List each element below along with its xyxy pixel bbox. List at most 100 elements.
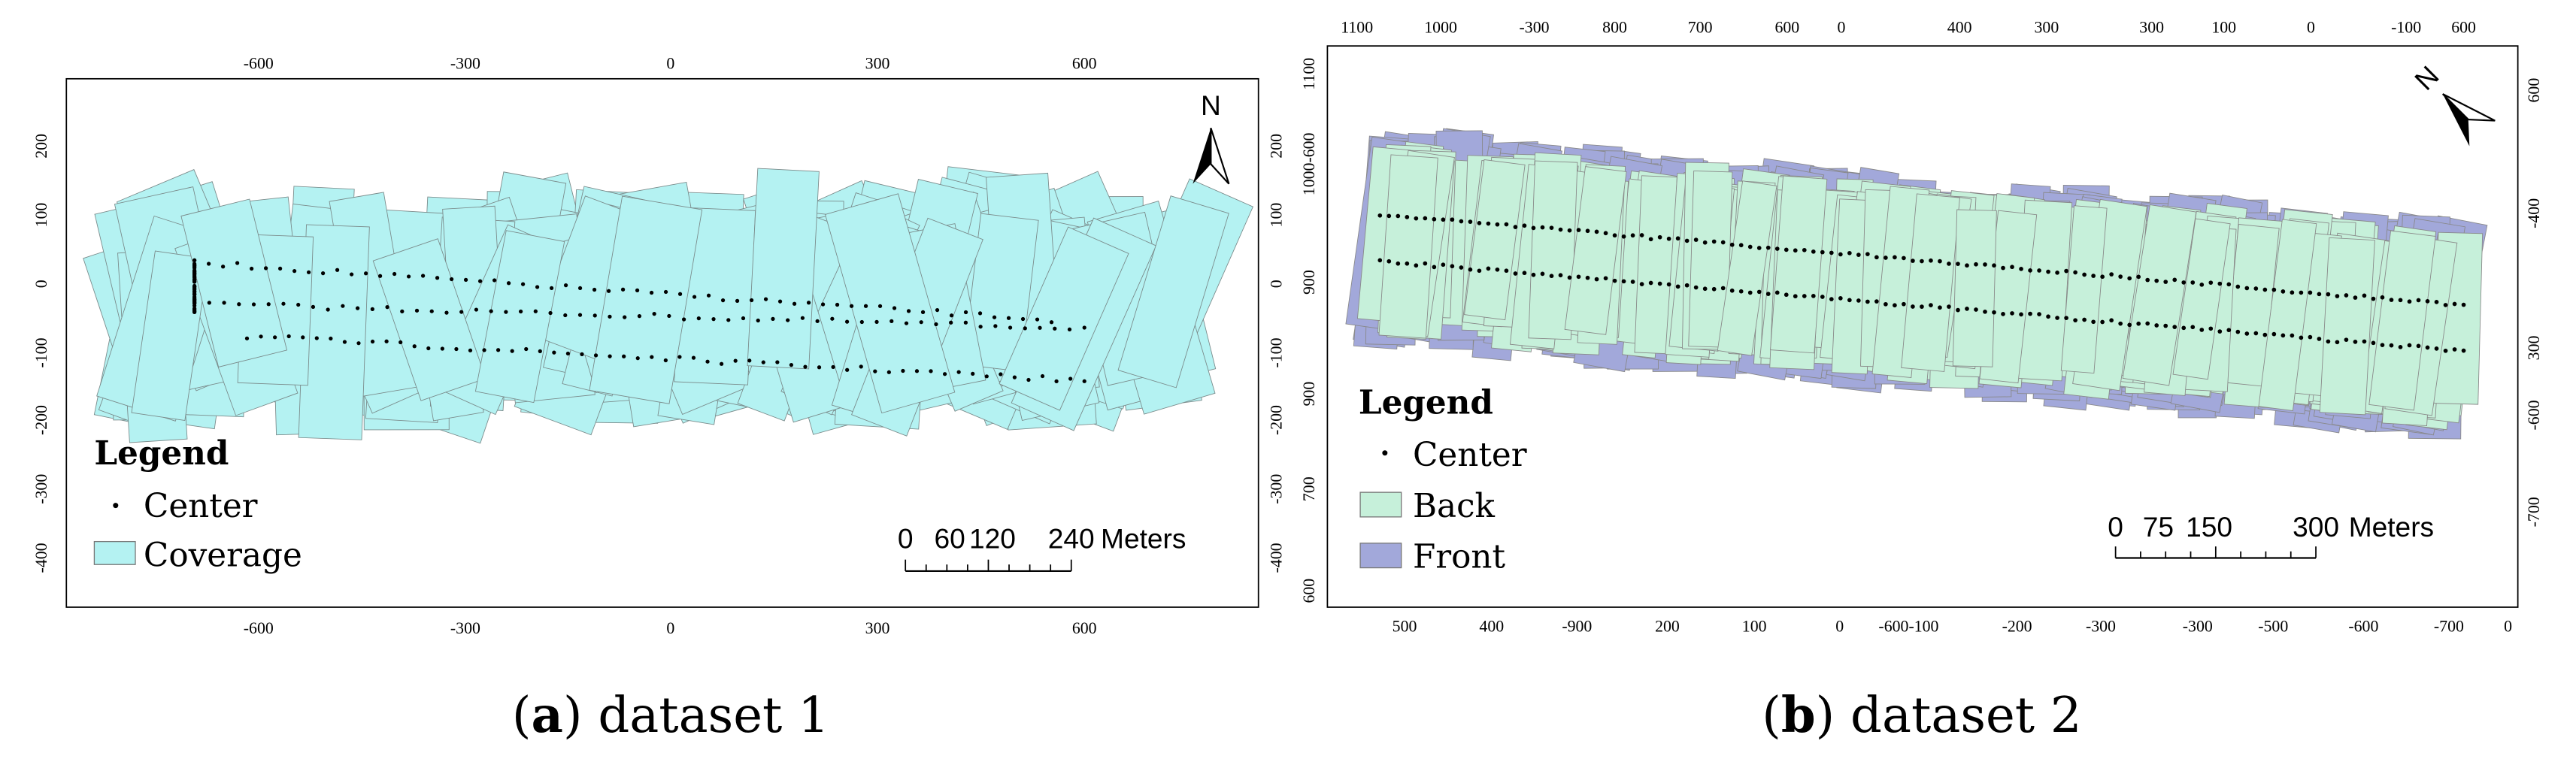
center-point: [2308, 290, 2313, 295]
center-point: [1666, 236, 1671, 241]
coverage-footprint: [962, 213, 1039, 372]
center-point: [2100, 274, 2105, 280]
center-point: [1666, 282, 1671, 287]
center-point: [1486, 266, 1491, 271]
scale-label: 150: [2186, 511, 2232, 543]
center-point: [977, 311, 983, 316]
center-point: [1495, 222, 1500, 227]
center-point: [608, 314, 612, 319]
center-point: [1956, 307, 1960, 313]
center-point: [2064, 268, 2068, 274]
caption-open: (: [1762, 687, 1781, 744]
center-point: [2262, 287, 2268, 292]
center-point: [314, 336, 319, 340]
center-point: [1023, 326, 1027, 331]
center-point: [220, 265, 226, 269]
center-point: [873, 369, 877, 373]
center-point: [1974, 262, 1978, 267]
center-point: [1441, 262, 1446, 268]
center-point: [874, 319, 879, 324]
center-point: [1621, 234, 1626, 239]
coverage-map: [1345, 128, 2488, 440]
center-point: [649, 290, 654, 295]
center-point: [830, 316, 835, 321]
coverage-footprint: [999, 226, 1129, 411]
center-point: [1414, 263, 1419, 268]
center-point: [2344, 337, 2349, 342]
center-point: [1513, 225, 1518, 229]
center-point: [993, 324, 998, 328]
center-point: [2290, 290, 2295, 295]
center-point: [1585, 275, 1590, 280]
center-point: [756, 318, 760, 323]
center-point: [786, 318, 790, 322]
center-point: [1603, 231, 1608, 236]
center-point: [1053, 326, 1057, 331]
center-point: [1802, 294, 1807, 298]
axis-tick-label: 100: [2211, 19, 2236, 37]
coverage-footprint: [1464, 159, 1526, 321]
axis-tick-label: 100: [1742, 618, 1767, 636]
center-point: [2253, 286, 2259, 291]
coverage-footprint: [372, 238, 486, 401]
center-point: [691, 355, 696, 360]
center-point: [1893, 303, 1897, 308]
center-point: [2452, 301, 2457, 307]
center-point: [533, 309, 538, 313]
coverage-footprint: [1901, 193, 1960, 372]
center-point: [1738, 289, 1744, 294]
center-point: [1874, 255, 1879, 260]
center-point: [2037, 312, 2041, 316]
center-point: [2136, 321, 2141, 326]
center-point: [2425, 345, 2430, 350]
center-point: [2389, 298, 2394, 302]
scale-label: 240: [1048, 522, 1095, 554]
center-point: [2416, 298, 2421, 303]
center-point: [2136, 274, 2141, 280]
center-point: [1838, 296, 1843, 301]
center-point: [2163, 323, 2168, 328]
scale-label: 0: [2108, 511, 2123, 543]
center-point: [792, 301, 797, 306]
center-point: [1522, 271, 1527, 276]
center-point: [1432, 265, 1437, 270]
axis-tick-label: 0: [32, 280, 50, 288]
axis-tick-label: -200: [1267, 405, 1285, 435]
center-point: [2389, 343, 2394, 348]
caption-label: b: [1781, 686, 1816, 744]
center-point: [1594, 277, 1599, 282]
center-point: [2398, 298, 2403, 303]
center-point: [2019, 312, 2023, 317]
center-point: [1468, 219, 1473, 224]
center-point: [635, 356, 640, 361]
center-point: [720, 298, 726, 303]
center-point: [474, 307, 479, 312]
center-point: [1377, 258, 1383, 263]
center-point: [1423, 216, 1428, 221]
center-point: [549, 286, 554, 290]
center-point: [1486, 221, 1491, 226]
coverage-footprint: [180, 198, 288, 367]
axis-tick-label: 0: [666, 619, 674, 637]
center-point: [1920, 304, 1924, 309]
center-point: [971, 371, 975, 376]
center-point: [1396, 213, 1401, 219]
center-point: [2073, 318, 2077, 323]
center-point: [1405, 261, 1410, 266]
center-point: [1911, 304, 1915, 309]
center-point: [1423, 261, 1428, 266]
center-point: [2317, 292, 2322, 297]
center-point: [1756, 289, 1762, 295]
center-point: [1377, 213, 1383, 218]
axis-tick-label: 300: [865, 619, 890, 637]
center-point: [1054, 379, 1059, 383]
coverage-footprint: [2368, 230, 2436, 411]
center-point: [2019, 266, 2023, 271]
center-point: [1594, 229, 1599, 234]
legend-item: Center: [1413, 436, 1527, 474]
center-point: [747, 358, 752, 363]
axis-tick-label: -400: [32, 543, 50, 573]
center-point: [2253, 331, 2259, 336]
center-point: [1865, 299, 1870, 304]
